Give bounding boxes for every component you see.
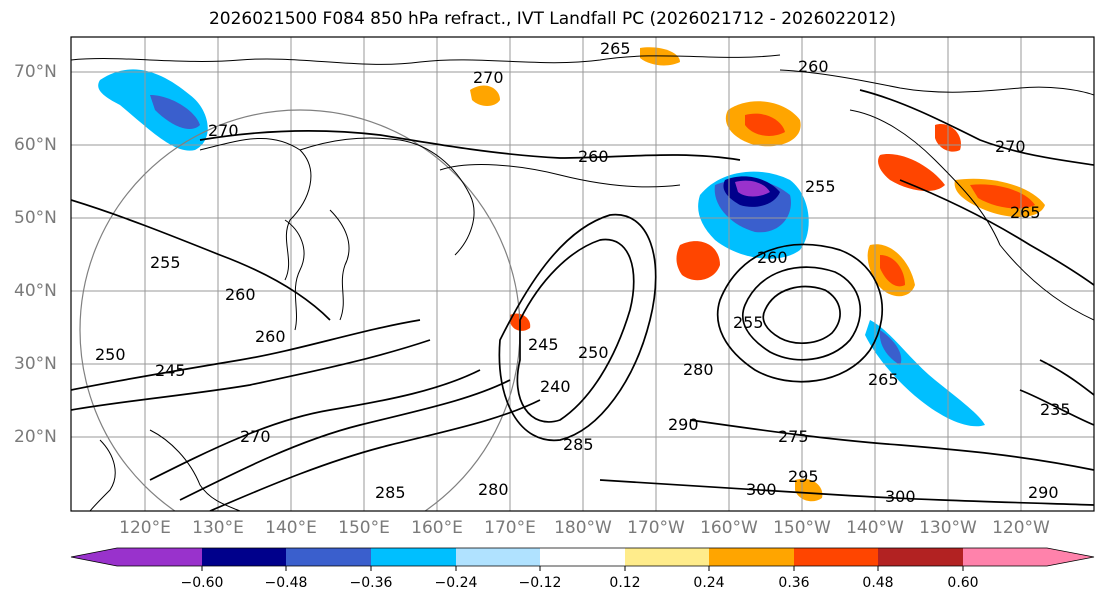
negative-shading-aleutian-core xyxy=(735,180,770,197)
lon-label: 150°W xyxy=(773,518,831,538)
positive-shading-nwcoast-core xyxy=(970,184,1035,209)
contour-label: 265 xyxy=(1010,203,1041,222)
colorbar-tick-label: −0.60 xyxy=(180,575,224,591)
lon-label: 120°E xyxy=(119,518,171,538)
contour-label: 290 xyxy=(1028,483,1059,502)
contour-label: 270 xyxy=(995,137,1026,156)
contour-label: 260 xyxy=(798,57,829,76)
lon-label: 160°W xyxy=(700,518,758,538)
contour-label: 270 xyxy=(473,68,504,87)
lat-label-40n: 40°N xyxy=(14,281,57,301)
graticule xyxy=(71,37,1094,511)
positive-shading-central xyxy=(676,241,720,281)
lon-label: 160°E xyxy=(411,518,463,538)
lon-label: 130°E xyxy=(192,518,244,538)
contour-label: 280 xyxy=(683,360,714,379)
colorbar-extend-low xyxy=(71,548,117,566)
colorbar-segment xyxy=(878,548,963,566)
colorbar-segment xyxy=(963,548,1047,566)
contour-label: 265 xyxy=(600,39,631,58)
contour-label: 250 xyxy=(95,345,126,364)
contour-label: 270 xyxy=(240,427,271,446)
coastlines xyxy=(71,54,1094,511)
colorbar-outline xyxy=(70,547,1095,567)
contour-label: 235 xyxy=(1040,400,1071,419)
positive-shading-gulf xyxy=(878,154,945,192)
positive-shading-west-coast-core xyxy=(880,255,905,287)
contour-label: 260 xyxy=(225,285,256,304)
positive-shading-north xyxy=(470,85,500,106)
colorbar-segment xyxy=(202,548,286,566)
lon-label: 170°E xyxy=(484,518,536,538)
contour-label: 245 xyxy=(528,335,559,354)
colorbar-segment xyxy=(625,548,709,566)
contour-label: 300 xyxy=(746,480,777,499)
lon-label: 150°E xyxy=(338,518,390,538)
shaded-anomaly-layer xyxy=(98,47,1045,502)
contour-label: 275 xyxy=(778,427,809,446)
contour-label: 255 xyxy=(805,177,836,196)
colorbar-segment xyxy=(794,548,878,566)
contour-label: 270 xyxy=(208,121,239,140)
contour-label: 255 xyxy=(733,313,764,332)
contour-label: 255 xyxy=(150,253,181,272)
lon-label: 140°E xyxy=(265,518,317,538)
contour-label: 280 xyxy=(478,480,509,499)
contour-label: 260 xyxy=(757,248,788,267)
height-contours xyxy=(71,89,1094,511)
colorbar-tick-label: 0.48 xyxy=(862,575,894,591)
lon-label: 130°W xyxy=(919,518,977,538)
colorbar-tick-label: −0.36 xyxy=(349,575,393,591)
colorbar-tick-label: 0.24 xyxy=(693,575,725,591)
lat-label-50n: 50°N xyxy=(14,208,57,228)
map-title: 2026021500 F084 850 hPa refract., IVT La… xyxy=(208,9,896,29)
contour-label: 245 xyxy=(155,361,186,380)
contour-label: 290 xyxy=(668,415,699,434)
lon-label: 120°W xyxy=(992,518,1050,538)
colorbar-segment xyxy=(117,548,202,566)
colorbar-tick-label: 0.60 xyxy=(947,575,979,591)
colorbar-extend-high xyxy=(1047,548,1094,566)
lon-label: 170°W xyxy=(627,518,685,538)
positive-shading-top xyxy=(640,47,680,66)
lon-label: 140°W xyxy=(846,518,904,538)
colorbar-tick-label: 0.36 xyxy=(778,575,810,591)
negative-shading-subtropical-mid xyxy=(879,330,902,365)
lat-label-70n: 70°N xyxy=(14,62,57,82)
contour-label: 285 xyxy=(563,435,594,454)
map-frame xyxy=(70,36,1095,512)
contour-label: 250 xyxy=(578,343,609,362)
colorbar xyxy=(70,547,1095,571)
negative-shading-siberia-core xyxy=(150,95,200,130)
colorbar-tick-label: −0.48 xyxy=(264,575,308,591)
colorbar-segment xyxy=(371,548,456,566)
contour-label: 285 xyxy=(375,483,406,502)
colorbar-segment xyxy=(456,548,540,566)
colorbar-tick-label: −0.24 xyxy=(434,575,478,591)
contour-label: 260 xyxy=(578,147,609,166)
contour-labels: 265 270 270 260 260 255 270 265 255 260 … xyxy=(95,39,1071,506)
lat-label-20n: 20°N xyxy=(14,427,57,447)
lat-label-30n: 30°N xyxy=(14,354,57,374)
contour-label: 295 xyxy=(788,467,819,486)
contour-label: 300 xyxy=(885,487,916,506)
colorbar-tick-label: −0.12 xyxy=(518,575,562,591)
positive-shading-kamchatka-core xyxy=(745,113,785,136)
colorbar-segment xyxy=(540,548,625,566)
contour-label: 240 xyxy=(540,377,571,396)
colorbar-segment xyxy=(286,548,371,566)
colorbar-segment xyxy=(709,548,794,566)
lat-label-60n: 60°N xyxy=(14,135,57,155)
contour-label: 265 xyxy=(868,370,899,389)
lon-label: 180°W xyxy=(554,518,612,538)
contour-label: 260 xyxy=(255,327,286,346)
negative-shading-siberia xyxy=(98,69,208,151)
colorbar-tick-label: 0.12 xyxy=(609,575,641,591)
